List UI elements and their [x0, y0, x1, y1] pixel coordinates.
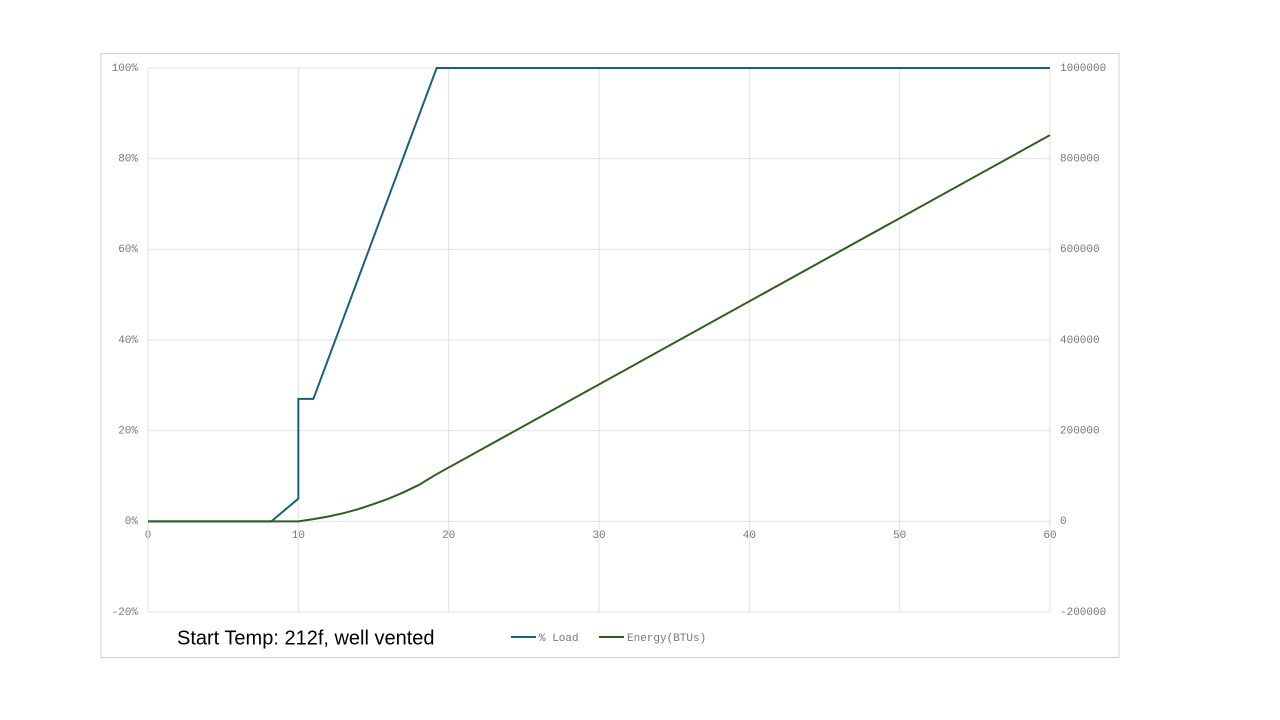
y-tick-label: 100% [112, 63, 139, 75]
annotation: Start Temp: 212f, well vented [177, 627, 435, 649]
chart-frame [100, 53, 1120, 658]
series-line [148, 134, 1051, 523]
legend-label: % Load [539, 633, 579, 645]
y2-tick-label: 1000000 [1060, 63, 1106, 75]
y-tick-label: 0% [125, 516, 139, 528]
y2-tick-label: -200000 [1060, 607, 1106, 619]
y2-tick-label: 200000 [1060, 426, 1100, 438]
y2-tick-label: 0 [1060, 516, 1067, 528]
y2-tick-label: 800000 [1060, 154, 1100, 166]
y-tick-label: 40% [118, 335, 138, 347]
y2-tick-label: 400000 [1060, 335, 1100, 347]
y-tick-label: 60% [118, 244, 138, 256]
legend-label: Energy(BTUs) [627, 633, 706, 645]
y-tick-label: -20% [112, 607, 139, 619]
y-tick-label: 20% [118, 426, 138, 438]
y-tick-label: 80% [118, 154, 138, 166]
y2-tick-label: 600000 [1060, 244, 1100, 256]
